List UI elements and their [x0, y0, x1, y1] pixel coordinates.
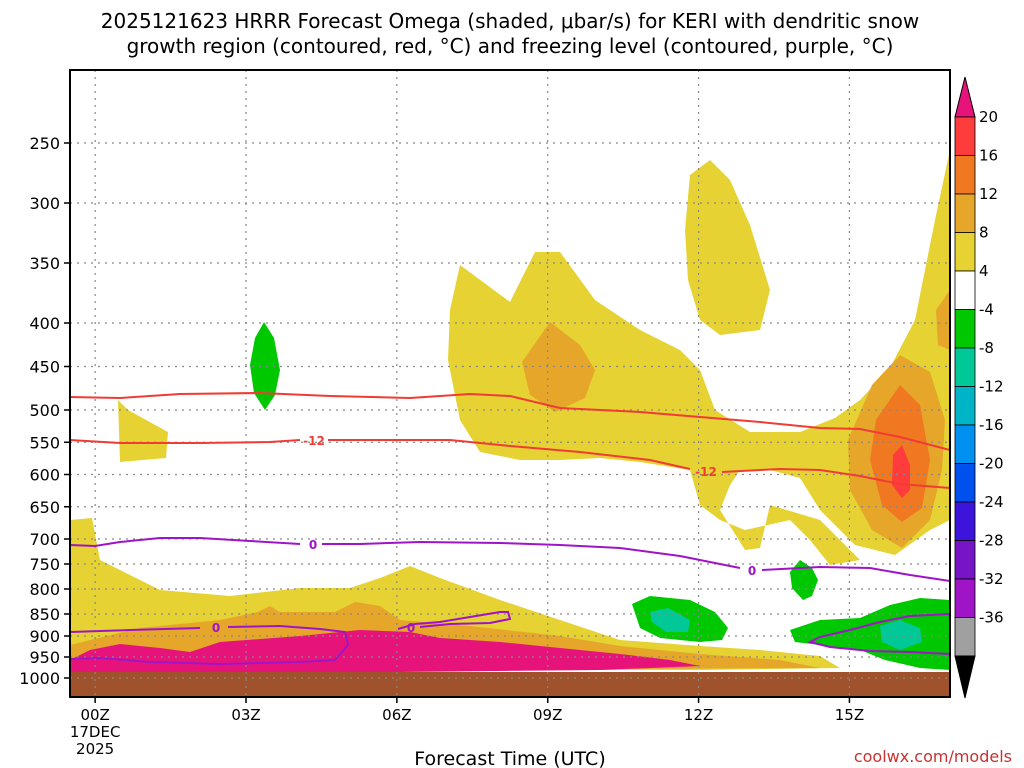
chart-title-line1: 2025121623 HRRR Forecast Omega (shaded, …	[101, 9, 919, 33]
freezing-level-contours	[70, 537, 950, 666]
y-tick-label-300: 300	[29, 194, 60, 213]
freezing-level-main	[70, 537, 950, 582]
omega-region-left-yellow	[118, 400, 168, 462]
x-tick-label-00Z: 00Z	[80, 706, 109, 724]
y-tick-label-550: 550	[29, 433, 60, 452]
colorbar-swatch-2	[954, 193, 976, 233]
x-tick-year: 2025	[76, 740, 114, 758]
colorbar-swatch-10	[954, 501, 976, 541]
colorbar-label-8: -16	[979, 416, 1004, 434]
colorbar-bottom-triangle	[954, 655, 976, 699]
colorbar-swatch-1	[954, 155, 976, 195]
omega-region-upper-yellow-tower	[685, 160, 770, 335]
colorbar-swatch-5	[954, 309, 976, 349]
colorbar-swatch-8	[954, 424, 976, 464]
y-tick-label-500: 500	[29, 401, 60, 420]
y-tick-label-650: 650	[29, 498, 60, 517]
colorbar-swatch-6	[954, 347, 976, 387]
colorbar-label-1: 16	[979, 147, 998, 165]
ground-fill	[70, 672, 950, 697]
y-axis: 250 300 350 400 450 500 550 600 650 700 750 800 850 9…	[19, 134, 70, 688]
x-tick-label-12Z: 12Z	[684, 706, 713, 724]
freezing-level-low-2	[397, 611, 512, 630]
credit-text: coolwx.com/models	[854, 747, 1012, 766]
colorbar-label-11: -28	[979, 532, 1004, 550]
colorbar-label-5: -4	[979, 301, 994, 319]
colorbar-label-13: -36	[979, 609, 1004, 627]
y-tick-label-250: 250	[29, 134, 60, 153]
omega-region-upper-yellow	[448, 150, 950, 565]
dgz-upper-contour	[70, 391, 950, 451]
colorbar-swatch-11	[954, 540, 976, 580]
freezing-level-label-2: 0	[212, 621, 220, 635]
x-tick-label-03Z: 03Z	[231, 706, 260, 724]
omega-region-low-level-magenta	[70, 630, 700, 672]
y-tick-label-950: 950	[29, 648, 60, 667]
colorbar-label-9: -20	[979, 455, 1004, 473]
colorbar-label-7: -12	[979, 378, 1004, 396]
x-tick-label-15Z: 15Z	[835, 706, 864, 724]
colorbar-swatch-7	[954, 386, 976, 426]
omega-region-teal-11z	[650, 608, 690, 632]
y-tick-label-400: 400	[29, 314, 60, 333]
colorbar-label-3: 8	[979, 224, 989, 242]
y-tick-label-750: 750	[29, 555, 60, 574]
y-tick-label-900: 900	[29, 627, 60, 646]
colorbar-label-0: 20	[979, 108, 998, 126]
chart-title-line2: growth region (contoured, red, °C) and f…	[127, 34, 894, 58]
dgz-contour-label-2: -12	[695, 465, 717, 479]
omega-region-green-14z	[790, 560, 818, 600]
y-tick-label-600: 600	[29, 466, 60, 485]
y-tick-label-350: 350	[29, 254, 60, 273]
y-tick-label-850: 850	[29, 605, 60, 624]
y-tick-label-450: 450	[29, 358, 60, 377]
y-tick-label-800: 800	[29, 580, 60, 599]
freezing-level-low-3	[807, 613, 950, 655]
omega-region-teal-16z	[880, 620, 922, 650]
freezing-level-label-3: 0	[407, 621, 415, 635]
colorbar-top-triangle	[954, 76, 976, 118]
dgz-contours	[70, 391, 950, 489]
colorbar-swatch-4	[954, 270, 976, 310]
colorbar-label-2: 12	[979, 185, 998, 203]
colorbar-label-12: -32	[979, 570, 1004, 588]
colorbar-label-6: -8	[979, 339, 994, 357]
colorbar-label-10: -24	[979, 493, 1004, 511]
omega-region-orange-mid	[522, 322, 595, 412]
dgz-lower-contour	[70, 439, 950, 489]
colorbar: 20 16 12 8 4 -4 -8 -12 -16 -20 -24 -28 -32 -36	[954, 76, 1004, 699]
colorbar-swatch-12	[954, 578, 976, 618]
freezing-level-label-4: 0	[748, 564, 756, 578]
plot-frame	[69, 69, 951, 698]
dgz-contour-label-1: -12	[303, 434, 325, 448]
y-tick-label-700: 700	[29, 530, 60, 549]
freezing-level-label-1: 0	[309, 538, 317, 552]
colorbar-swatch-3	[954, 232, 976, 272]
x-tick-date: 17DEC	[70, 723, 121, 741]
x-axis-label: Forecast Time (UTC)	[414, 748, 605, 768]
omega-region-orange-right-edge	[936, 290, 950, 350]
colorbar-label-4: 4	[979, 262, 989, 280]
y-tick-label-1000: 1000	[19, 669, 60, 688]
colorbar-swatch-0	[954, 116, 976, 156]
omega-region-green-03z	[250, 322, 280, 410]
freezing-level-low-1	[70, 624, 350, 666]
x-tick-label-09Z: 09Z	[533, 706, 562, 724]
colorbar-swatch-9	[954, 463, 976, 503]
x-tick-label-06Z: 06Z	[382, 706, 411, 724]
omega-shading	[70, 150, 950, 672]
colorbar-swatch-13	[954, 617, 976, 657]
